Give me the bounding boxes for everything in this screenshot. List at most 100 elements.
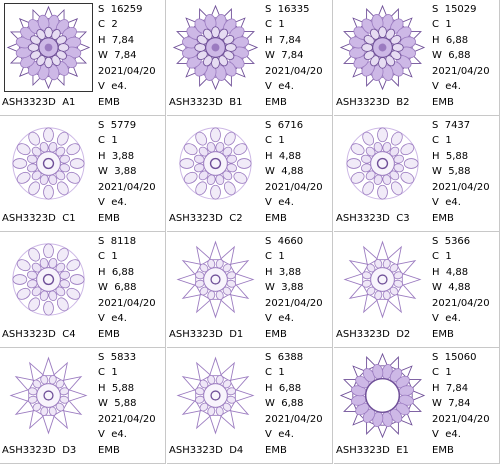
file-format: EMB [265,213,287,224]
design-info: S 5833 C 1 H 5,88 W 5,88 2021/04/20 V e4. [98,350,156,442]
file-format: EMB [98,97,120,108]
design-date: 2021/04/20 [98,181,156,193]
color-count: C 1 [432,251,452,263]
design-info: S 6388 C 1 H 6,88 W 6,88 2021/04/20 V e4. [265,350,323,442]
design-thumbnail[interactable] [4,3,93,92]
design-tile[interactable]: S 15060 C 1 H 7,84 W 7,84 2021/04/20 V e4. ASH… [334,348,500,464]
design-info: S 4660 C 1 H 3,88 W 3,88 2021/04/20 V e4. [265,234,323,326]
design-name: ASH3323D A1 [2,97,76,108]
design-tile[interactable]: S 16335 C 1 H 7,84 W 7,84 2021/04/20 V e4. ASH… [167,0,333,116]
color-count: C 1 [432,19,452,31]
design-tile[interactable]: S 6716 C 1 H 4,88 W 4,88 2021/04/20 V e4. ASH3… [167,116,333,232]
design-name: ASH3323D D2 [336,329,411,340]
design-tile[interactable]: S 5779 C 1 H 3,88 W 3,88 2021/04/20 V e4. ASH3… [0,116,166,232]
file-format: EMB [432,97,454,108]
design-height: H 5,88 [98,382,135,394]
design-width: W 7,84 [265,50,304,62]
design-thumbnail[interactable] [4,235,93,324]
design-height: H 7,84 [98,34,135,46]
design-date: 2021/04/20 [98,65,156,77]
design-thumbnail[interactable] [338,235,427,324]
file-format: EMB [432,445,454,456]
design-tile[interactable]: S 8118 C 1 H 6,88 W 6,88 2021/04/20 V e4. ASH3… [0,232,166,348]
design-version: V e4. [265,312,294,324]
stitch-count: S 16259 [98,4,143,15]
design-date: 2021/04/20 [265,297,323,309]
file-format: EMB [265,97,287,108]
color-count: C 1 [98,367,118,379]
design-tile[interactable]: S 6388 C 1 H 6,88 W 6,88 2021/04/20 V e4. ASH3… [167,348,333,464]
design-thumbnail[interactable] [171,351,260,440]
stitch-count: S 15060 [432,352,477,363]
design-width: W 6,88 [432,50,471,62]
design-info: S 8118 C 1 H 6,88 W 6,88 2021/04/20 V e4. [98,234,156,326]
design-height: H 6,88 [98,266,135,278]
file-format: EMB [265,329,287,340]
design-thumbnail[interactable] [4,119,93,208]
design-name: ASH3323D C3 [336,213,410,224]
design-version: V e4. [265,428,294,440]
design-name: ASH3323D C4 [2,329,76,340]
design-width: W 5,88 [432,166,471,178]
design-version: V e4. [98,428,127,440]
color-count: C 1 [265,367,285,379]
file-format: EMB [98,445,120,456]
design-thumbnail[interactable] [171,3,260,92]
design-width: W 3,88 [265,282,304,294]
stitch-count: S 6716 [265,120,304,131]
design-tile[interactable]: S 4660 C 1 H 3,88 W 3,88 2021/04/20 V e4. ASH3… [167,232,333,348]
color-count: C 1 [265,19,285,31]
design-date: 2021/04/20 [432,181,490,193]
design-version: V e4. [98,312,127,324]
design-date: 2021/04/20 [432,65,490,77]
design-name: ASH3323D D3 [2,445,77,456]
design-thumbnail[interactable] [4,351,93,440]
design-name: ASH3323D C1 [2,213,76,224]
stitch-count: S 7437 [432,120,471,131]
design-height: H 6,88 [432,34,469,46]
file-format: EMB [98,329,120,340]
design-info: S 16259 C 2 H 7,84 W 7,84 2021/04/20 V e4. [98,2,156,94]
design-version: V e4. [265,80,294,92]
design-info: S 16335 C 1 H 7,84 W 7,84 2021/04/20 V e4. [265,2,323,94]
design-date: 2021/04/20 [265,413,323,425]
stitch-count: S 5833 [98,352,137,363]
design-info: S 5779 C 1 H 3,88 W 3,88 2021/04/20 V e4. [98,118,156,210]
stitch-count: S 5366 [432,236,471,247]
design-thumbnail[interactable] [338,3,427,92]
design-width: W 6,88 [265,398,304,410]
design-width: W 4,88 [432,282,471,294]
design-info: S 6716 C 1 H 4,88 W 4,88 2021/04/20 V e4. [265,118,323,210]
design-height: H 4,88 [432,266,469,278]
color-count: C 1 [265,251,285,263]
design-tile[interactable]: S 7437 C 1 H 5,88 W 5,88 2021/04/20 V e4. ASH3… [334,116,500,232]
design-width: W 7,84 [432,398,471,410]
design-version: V e4. [265,196,294,208]
design-date: 2021/04/20 [265,181,323,193]
design-width: W 4,88 [265,166,304,178]
design-date: 2021/04/20 [98,413,156,425]
design-tile[interactable]: S 5833 C 1 H 5,88 W 5,88 2021/04/20 V e4. ASH3… [0,348,166,464]
design-version: V e4. [98,80,127,92]
design-thumbnail[interactable] [171,119,260,208]
design-version: V e4. [432,312,461,324]
design-name: ASH3323D C2 [169,213,243,224]
design-name: ASH3323D E1 [336,445,409,456]
design-tile[interactable]: S 5366 C 1 H 4,88 W 4,88 2021/04/20 V e4. ASH3… [334,232,500,348]
design-thumbnail[interactable] [338,351,427,440]
design-tile[interactable]: S 16259 C 2 H 7,84 W 7,84 2021/04/20 V e4. ASH… [0,0,166,116]
stitch-count: S 4660 [265,236,304,247]
design-thumbnail[interactable] [338,119,427,208]
design-thumbnail[interactable] [171,235,260,324]
design-height: H 3,88 [98,150,135,162]
design-height: H 4,88 [265,150,302,162]
design-tile[interactable]: S 15029 C 1 H 6,88 W 6,88 2021/04/20 V e4. ASH… [334,0,500,116]
design-width: W 7,84 [98,50,137,62]
design-height: H 3,88 [265,266,302,278]
design-date: 2021/04/20 [98,297,156,309]
design-name: ASH3323D D4 [169,445,244,456]
design-info: S 5366 C 1 H 4,88 W 4,88 2021/04/20 V e4. [432,234,490,326]
design-date: 2021/04/20 [265,65,323,77]
design-height: H 7,84 [265,34,302,46]
